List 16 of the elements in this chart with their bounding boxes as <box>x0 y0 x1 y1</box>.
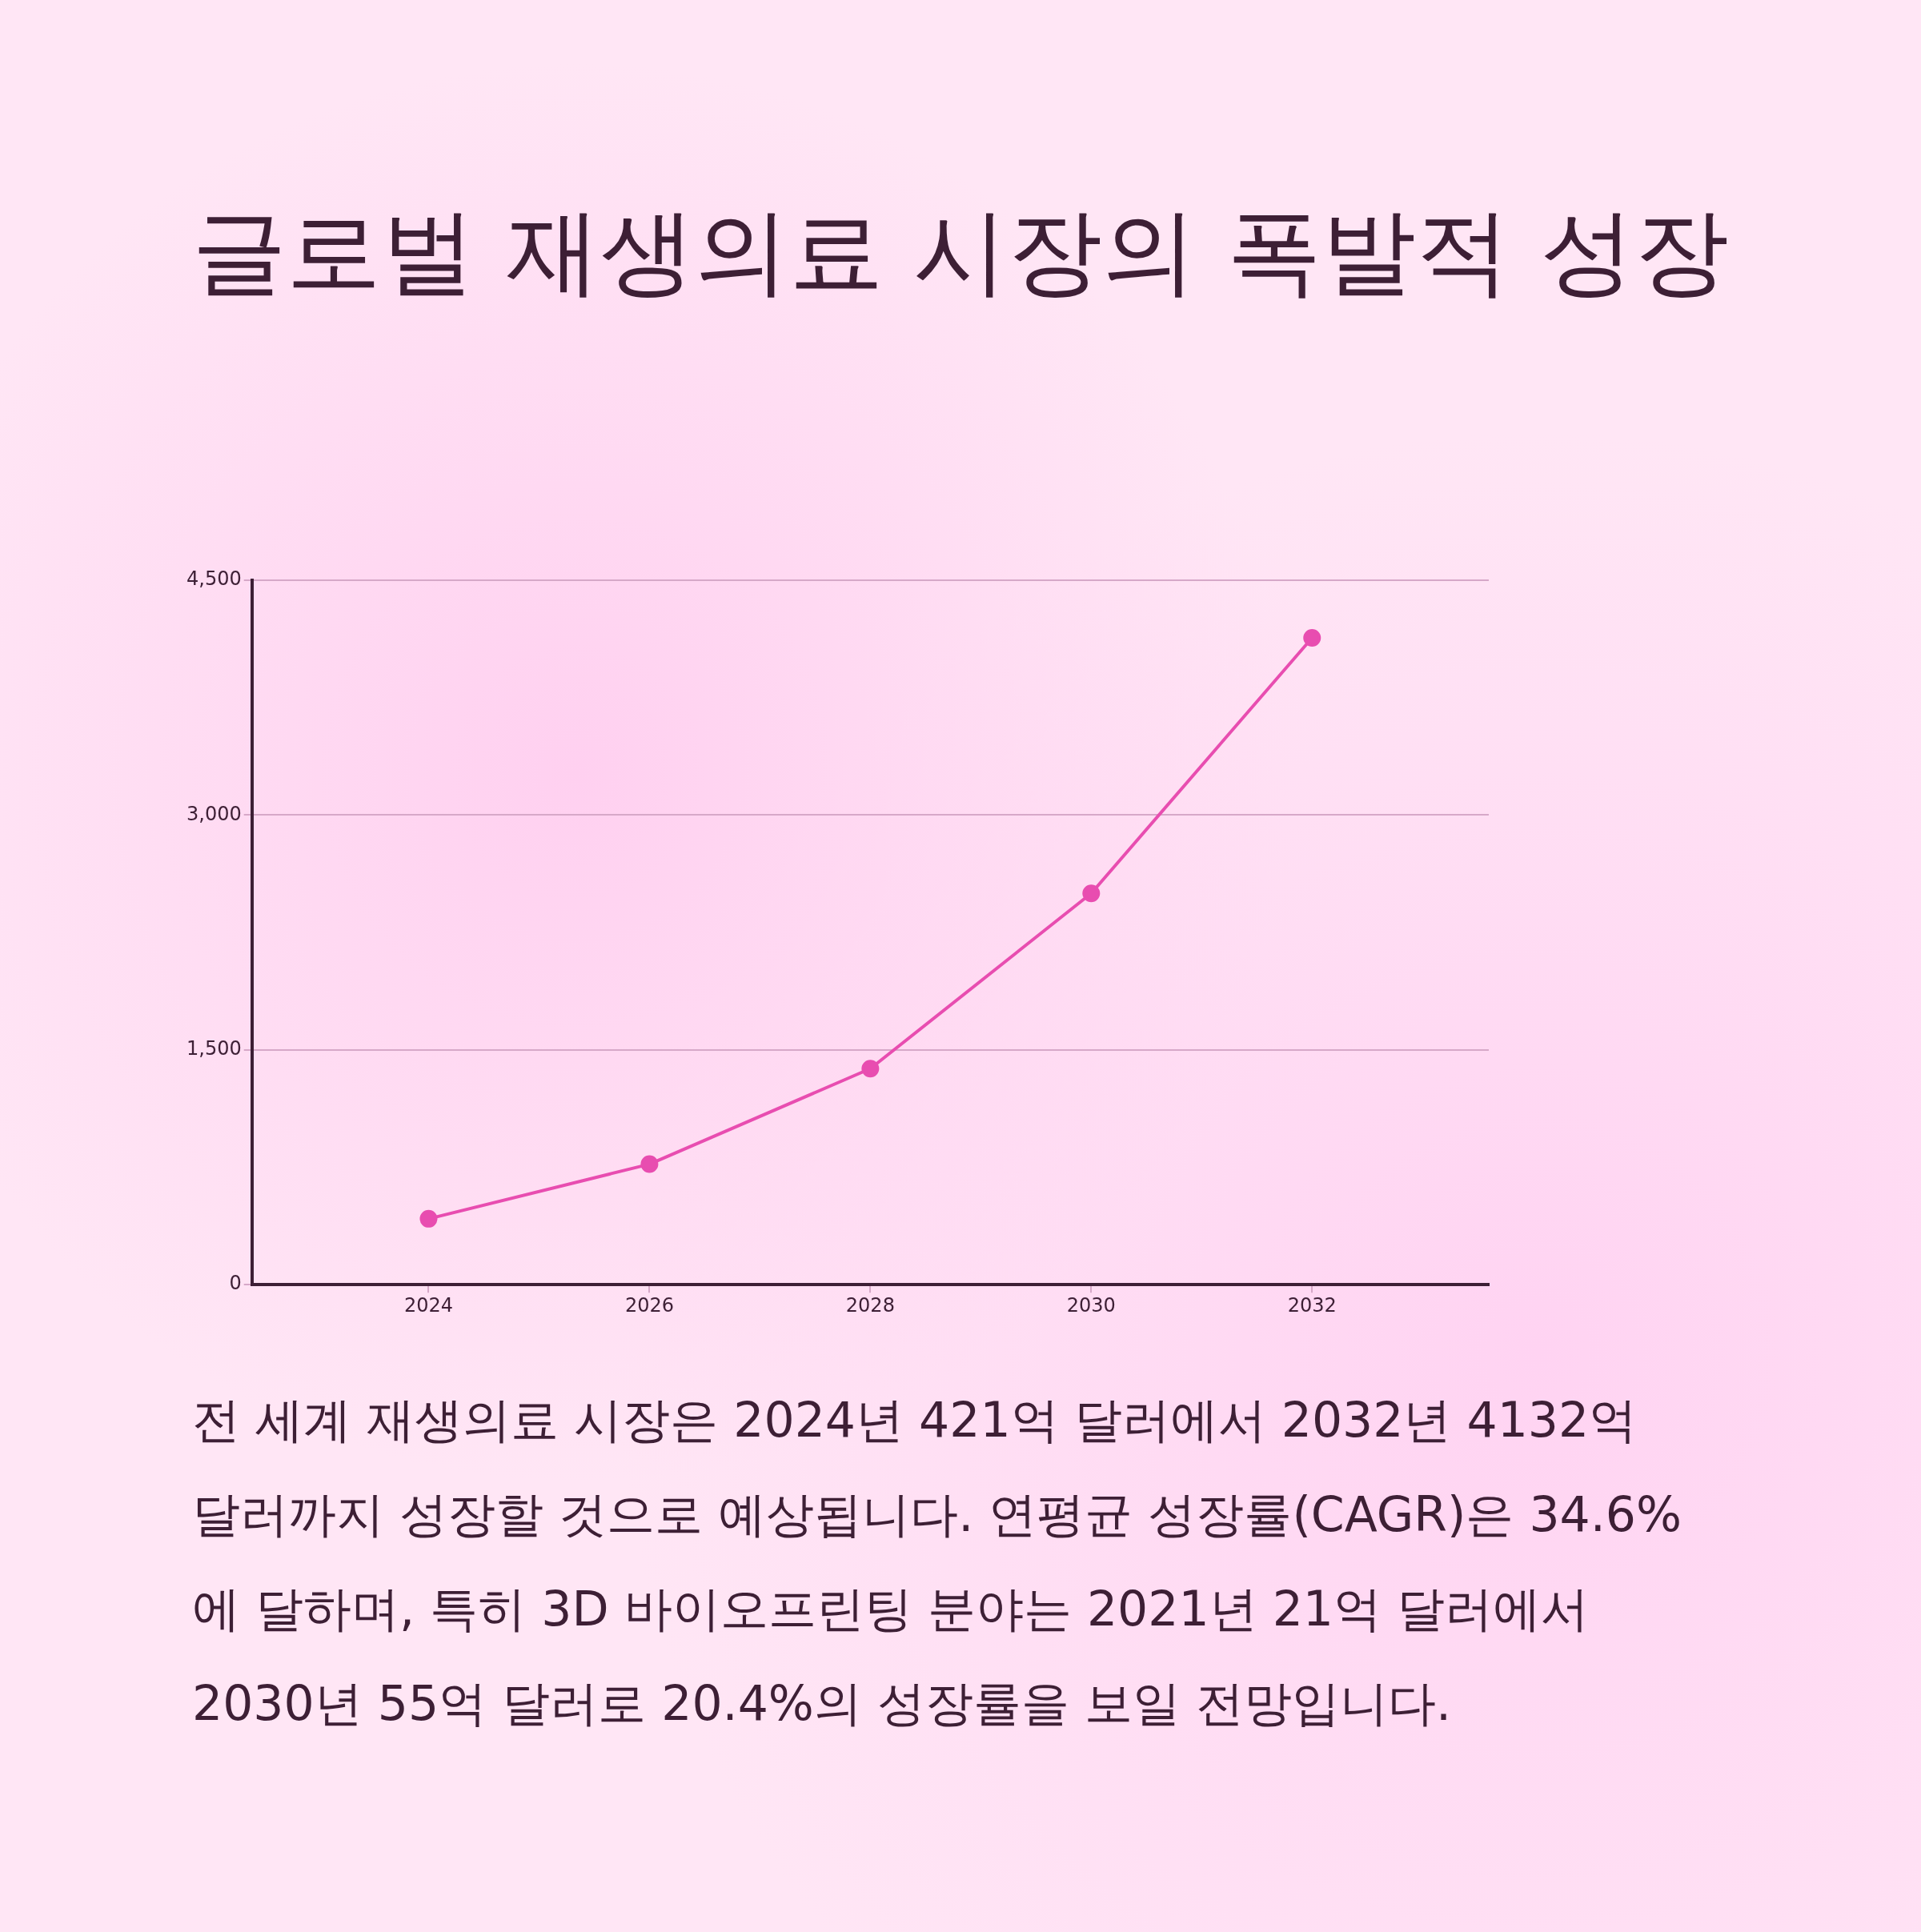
x-tick-label: 2032 <box>1287 1293 1337 1317</box>
x-tick-label: 2024 <box>403 1293 453 1317</box>
y-tick-label: 3,000 <box>186 802 242 825</box>
y-tick-label: 4,500 <box>186 567 242 591</box>
point <box>1303 628 1321 647</box>
point <box>640 1155 659 1173</box>
chart-title: 글로벌 재생의료 시장의 폭발적 성장 <box>192 195 1731 308</box>
x-tick-label: 2026 <box>624 1293 674 1317</box>
point <box>861 1060 880 1078</box>
point <box>419 1209 438 1228</box>
point <box>1082 884 1101 903</box>
x-tick-label: 2028 <box>845 1293 895 1317</box>
y-tick-label: 1,500 <box>186 1037 242 1060</box>
y-tick-label: 0 <box>229 1272 242 1295</box>
text: 전 세계 재생의료 시장은 2024년 421억 달러에서 2032년 4132억 달러까지 성장할 것으로 예상됩니다. 연평균 성장률(CAGR)은 34.6%에 달하며, 특히 3D 바이오프린팅 분야는 2021년 21억 달러에서 2030년 55억 달러로 20.4%의 성장률을 보일 전망입니다. <box>192 1391 1682 1733</box>
x-tick-label: 2030 <box>1066 1293 1116 1317</box>
